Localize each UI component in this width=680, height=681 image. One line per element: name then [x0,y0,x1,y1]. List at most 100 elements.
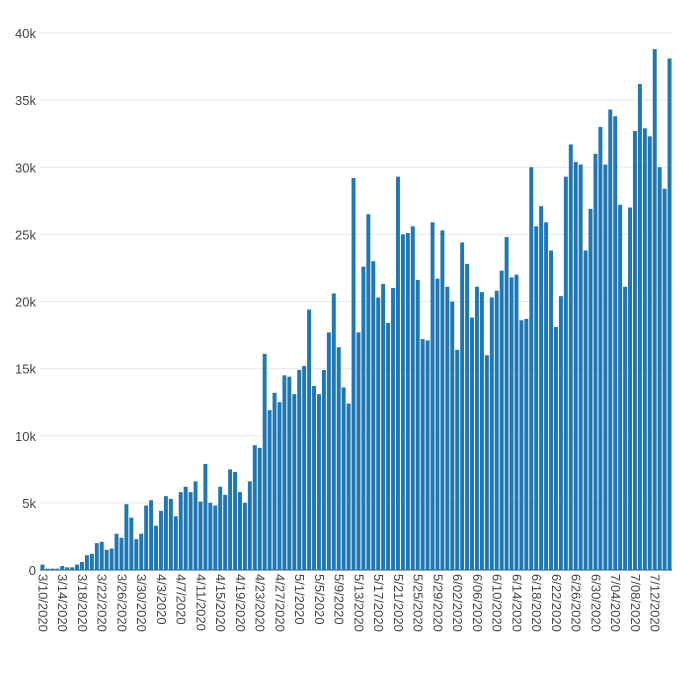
x-tick-label: 4/11/2020 [193,574,208,631]
bar [65,567,70,570]
bar [470,317,475,570]
bar [647,136,652,570]
bar [524,318,529,570]
x-tick-label: 5/1/2020 [292,574,307,625]
bar [154,525,159,570]
x-tick-label: 4/15/2020 [213,574,228,632]
bar [277,402,282,570]
bar [218,486,223,570]
bar [60,565,65,570]
bar [94,543,99,570]
bar [499,270,504,570]
bar [420,339,425,570]
x-tick-label: 6/02/2020 [450,574,465,632]
bar [50,568,55,570]
bar [484,355,489,570]
bar [55,568,60,570]
x-tick-label: 3/18/2020 [75,574,90,632]
bar [129,517,134,570]
bar [519,320,524,570]
y-tick-label: 5k [22,496,36,511]
bar [425,340,430,570]
bar [341,387,346,570]
bar [262,353,267,570]
y-tick-label: 20k [15,295,36,310]
bar [474,286,479,570]
x-tick-label: 5/9/2020 [332,574,347,625]
bar [223,494,228,570]
bar [558,296,563,570]
bar [578,164,583,570]
bar [89,553,94,570]
x-tick-label: 5/21/2020 [391,574,406,632]
bar [336,347,341,570]
bar [489,297,494,570]
bar [228,469,233,570]
bar [168,498,173,570]
bar [667,58,672,570]
bar [395,176,400,570]
x-tick-label: 4/7/2020 [174,574,189,625]
x-tick-label: 5/5/2020 [312,574,327,625]
bar [272,392,277,570]
bar [149,500,154,570]
bar [40,564,45,570]
bar [613,116,618,571]
bar [400,234,405,571]
bar [405,233,410,570]
bar [381,284,386,570]
bar [391,288,396,570]
bar [465,263,470,570]
x-tick-label: 5/13/2020 [351,574,366,632]
bar [114,533,119,570]
bar [252,445,257,570]
bar [568,144,573,570]
bar [198,501,203,570]
bar [70,567,75,570]
x-tick-label: 3/14/2020 [55,574,70,632]
bar [188,492,193,570]
bar [628,207,633,570]
bar [504,237,509,570]
bar [237,492,242,570]
bar [598,126,603,570]
bar [573,161,578,570]
bar [479,292,484,570]
x-tick-label: 5/25/2020 [411,574,426,632]
bar [529,167,534,570]
bar [84,555,89,570]
bar [75,564,80,570]
bar [642,128,647,570]
bar [178,492,183,570]
bar [139,533,144,570]
bar [312,386,317,570]
x-tick-label: 6/18/2020 [529,574,544,632]
bar [173,516,178,570]
bar [99,541,104,570]
bar [119,537,124,570]
bar [553,327,558,570]
bar [326,332,331,570]
bar [460,242,465,570]
gridlines [40,32,672,571]
bar [257,447,262,570]
x-tick-label: 5/29/2020 [430,574,445,632]
bar [662,188,667,571]
bar [371,261,376,570]
bar [657,167,662,570]
bar [430,222,435,571]
bar [316,394,321,570]
bar [608,109,613,571]
bar [282,375,287,570]
bar [376,297,381,570]
bar [331,293,336,570]
x-tick-label: 6/10/2020 [490,574,505,632]
bar [539,206,544,570]
y-tick-label: 35k [15,93,36,108]
bar [366,214,371,571]
bar [346,403,351,570]
x-tick-label: 7/04/2020 [608,574,623,632]
x-tick-label: 6/06/2020 [470,574,485,632]
bar [603,164,608,570]
